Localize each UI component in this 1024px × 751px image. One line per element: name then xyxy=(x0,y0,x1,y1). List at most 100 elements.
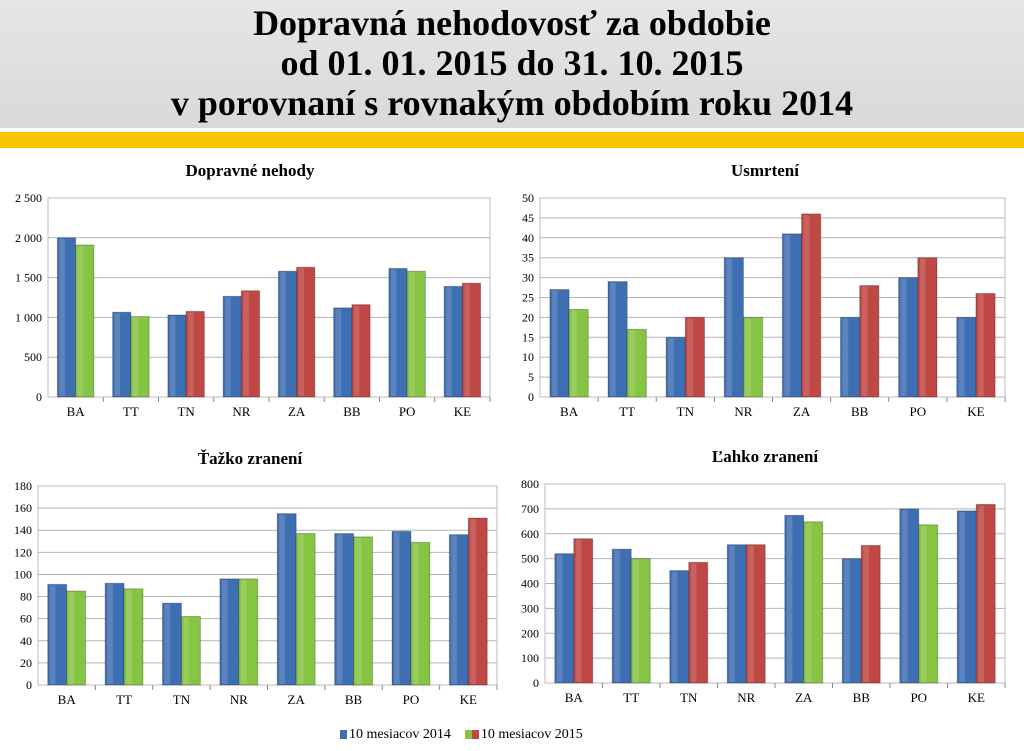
x-tick-label: BB xyxy=(345,692,363,707)
y-tick-label: 100 xyxy=(521,651,539,665)
bar-2015-BA xyxy=(568,308,589,398)
bar-highlight xyxy=(114,313,121,396)
bar-2015-TN xyxy=(688,561,709,684)
x-tick-label: NR xyxy=(737,690,755,705)
bar-highlight xyxy=(629,330,635,396)
bar-highlight xyxy=(900,278,907,396)
bar-highlight xyxy=(240,579,247,684)
x-tick-label: TT xyxy=(116,692,132,707)
bar-highlight xyxy=(748,545,754,682)
bar-2015-ZA xyxy=(295,533,316,686)
bar-2015-BA xyxy=(75,244,95,398)
x-tick-label: BB xyxy=(343,404,361,419)
bar-highlight xyxy=(464,284,470,396)
bar-highlight xyxy=(221,579,228,684)
y-tick-label: 140 xyxy=(14,523,32,537)
chart-1: Usmrtení 0 5 10 15 20 25 30 35 40 45 50 BA TT TN NR ZA BB… xyxy=(522,161,1006,419)
x-tick-label: PO xyxy=(910,404,927,419)
x-tick-label: KE xyxy=(454,404,471,419)
bar-highlight xyxy=(335,308,342,396)
title-line-3: v porovnaní s rovnakým obdobím roku 2014 xyxy=(170,83,854,123)
y-tick-label: 2 000 xyxy=(15,231,42,245)
y-tick-label: 500 xyxy=(24,350,42,364)
bar-highlight xyxy=(225,297,231,396)
bar-highlight xyxy=(394,532,400,684)
bar-2015-PO xyxy=(410,541,431,686)
bar-highlight xyxy=(668,338,674,396)
chart-title: Usmrtení xyxy=(731,161,799,180)
bar-highlight xyxy=(59,238,65,396)
y-tick-label: 30 xyxy=(522,271,534,285)
x-tick-label: PO xyxy=(910,690,927,705)
x-tick-label: BA xyxy=(560,404,579,419)
yellow-divider xyxy=(0,132,1024,148)
bar-highlight xyxy=(49,585,56,684)
legend-label-2014: 10 mesiacov 2014 xyxy=(349,727,451,742)
y-tick-label: 25 xyxy=(522,291,534,305)
bar-highlight xyxy=(412,543,419,684)
bar-2015-BB xyxy=(353,536,373,686)
bar-highlight xyxy=(353,305,360,396)
x-tick-label: KE xyxy=(968,690,985,705)
bar-2015-NR xyxy=(240,290,261,398)
bar-highlight xyxy=(169,316,176,396)
x-tick-label: NR xyxy=(734,404,752,419)
x-tick-label: BA xyxy=(565,690,584,705)
y-tick-label: 60 xyxy=(20,612,32,626)
bar-2015-ZA xyxy=(801,213,822,398)
bar-2015-BB xyxy=(859,285,880,398)
y-tick-label: 200 xyxy=(521,626,539,640)
bar-2015-PO xyxy=(918,524,939,684)
bar-highlight xyxy=(164,604,171,684)
y-tick-label: 50 xyxy=(522,191,534,205)
y-tick-label: 160 xyxy=(14,501,32,515)
y-tick-label: 0 xyxy=(26,678,32,692)
y-tick-label: 20 xyxy=(20,656,32,670)
bar-highlight xyxy=(786,516,793,682)
bar-highlight xyxy=(844,559,850,682)
bar-2015-TN xyxy=(180,615,201,686)
bar-highlight xyxy=(132,317,139,396)
x-tick-label: TT xyxy=(619,404,635,419)
bar-2015-BA xyxy=(66,590,87,686)
x-tick-label: PO xyxy=(399,404,416,419)
x-tick-label: TN xyxy=(177,404,195,419)
x-tick-label: ZA xyxy=(288,692,306,707)
legend-2014: 10 mesiacov 2014 xyxy=(340,727,451,743)
y-tick-label: 600 xyxy=(521,527,539,541)
bar-2015-TN xyxy=(684,316,705,398)
y-tick-label: 5 xyxy=(528,370,534,384)
bar-highlight xyxy=(977,294,984,396)
bar-highlight xyxy=(842,318,849,396)
y-tick-label: 0 xyxy=(533,676,539,690)
y-tick-label: 120 xyxy=(14,545,32,559)
chart-2: Ťažko zranení 0 20 40 60 80 100 120 140 160 180 BA T… xyxy=(14,449,498,707)
bar-2015-ZA xyxy=(803,521,824,684)
y-tick-label: 0 xyxy=(528,390,534,404)
bar-2015-NR xyxy=(742,316,764,398)
x-tick-label: TT xyxy=(123,404,139,419)
bar-highlight xyxy=(978,505,984,682)
y-tick-label: 35 xyxy=(522,251,534,265)
bar-highlight xyxy=(390,269,397,396)
bar-2015-TT xyxy=(123,588,144,686)
bar-2015-TN xyxy=(185,310,205,398)
y-tick-label: 500 xyxy=(521,552,539,566)
bar-highlight xyxy=(243,291,249,396)
x-tick-label: KE xyxy=(967,404,984,419)
bar-2015-KE xyxy=(975,503,996,684)
chart-title: Ľahko zranení xyxy=(712,447,819,466)
bar-highlight xyxy=(901,509,908,682)
legend-swatch-red xyxy=(471,730,479,740)
y-tick-label: 100 xyxy=(14,567,32,581)
bar-highlight xyxy=(861,286,868,396)
bar-highlight xyxy=(279,514,285,684)
bar-highlight xyxy=(336,534,343,684)
bar-highlight xyxy=(409,272,415,396)
y-tick-label: 45 xyxy=(522,211,534,225)
x-tick-label: ZA xyxy=(793,404,811,419)
chart-title: Ťažko zranení xyxy=(198,449,303,468)
y-tick-label: 2 500 xyxy=(15,191,42,205)
bar-highlight xyxy=(959,511,965,682)
bar-highlight xyxy=(571,310,577,396)
